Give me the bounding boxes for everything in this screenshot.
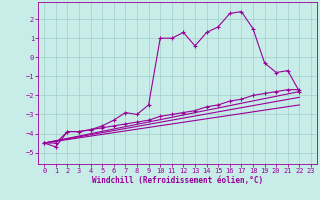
X-axis label: Windchill (Refroidissement éolien,°C): Windchill (Refroidissement éolien,°C) [92,176,263,185]
